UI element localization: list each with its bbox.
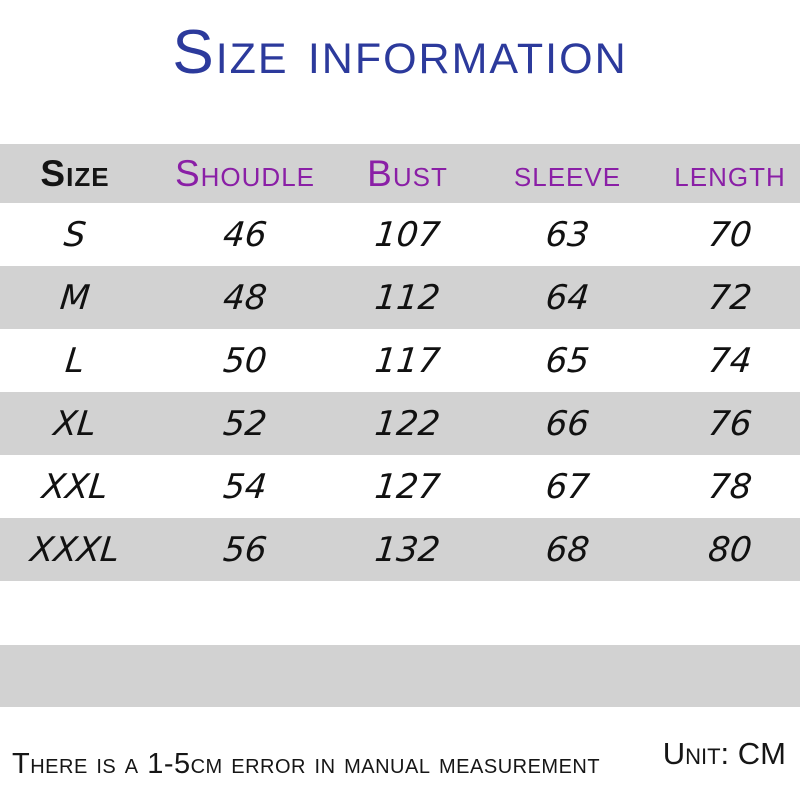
value-cell: 64 [543,277,592,318]
unit-label: Unit: CM [662,736,786,771]
value-cell: 70 [706,214,754,255]
value-cell: 74 [706,340,754,381]
table-row: XXXL 56 132 68 80 [0,518,800,581]
size-cell: XXL [40,466,110,507]
table-row: XXL 54 127 67 78 [0,455,800,518]
size-cell: XXXL [28,529,122,570]
value-cell: 52 [221,403,269,444]
value-cell: 67 [543,466,592,507]
table-row: S 46 107 63 70 [0,203,800,266]
value-cell: 50 [221,340,269,381]
table-row: XL 52 122 66 76 [0,392,800,455]
table-body: S 46 107 63 70 M 48 112 64 72 L 50 117 65 74 XL 5… [0,203,800,581]
size-cell: M [58,277,92,318]
value-cell: 66 [543,403,592,444]
value-cell: 80 [706,529,754,570]
value-cell: 48 [221,277,269,318]
value-cell: 76 [706,403,754,444]
value-cell: 112 [372,277,443,318]
column-header-length: length [674,152,786,194]
value-cell: 132 [372,529,443,570]
table-row: L 50 117 65 74 [0,329,800,392]
column-header-sleeve: sleeve [513,152,622,194]
page-title: Size information [172,18,628,87]
size-cell: L [63,340,87,381]
size-cell: S [62,214,88,255]
size-cell: XL [51,403,99,444]
empty-gray-band [0,645,800,707]
value-cell: 63 [543,214,592,255]
value-cell: 72 [706,277,754,318]
measurement-error-note: There is a 1-5cm error in manual measure… [12,748,601,780]
value-cell: 56 [221,529,269,570]
table-header-row: Size Shoudle Bust sleeve length [0,144,800,203]
value-cell: 46 [221,214,269,255]
value-cell: 127 [372,466,443,507]
table-row: M 48 112 64 72 [0,266,800,329]
size-table: Size Shoudle Bust sleeve length S 46 107 6… [0,144,800,581]
column-header-shoudle: Shoudle [174,152,316,194]
value-cell: 68 [543,529,592,570]
value-cell: 122 [372,403,443,444]
value-cell: 78 [706,466,754,507]
column-header-size: Size [40,152,110,194]
value-cell: 107 [372,214,443,255]
value-cell: 117 [372,340,443,381]
value-cell: 54 [221,466,269,507]
column-header-bust: Bust [367,152,448,194]
value-cell: 65 [543,340,592,381]
